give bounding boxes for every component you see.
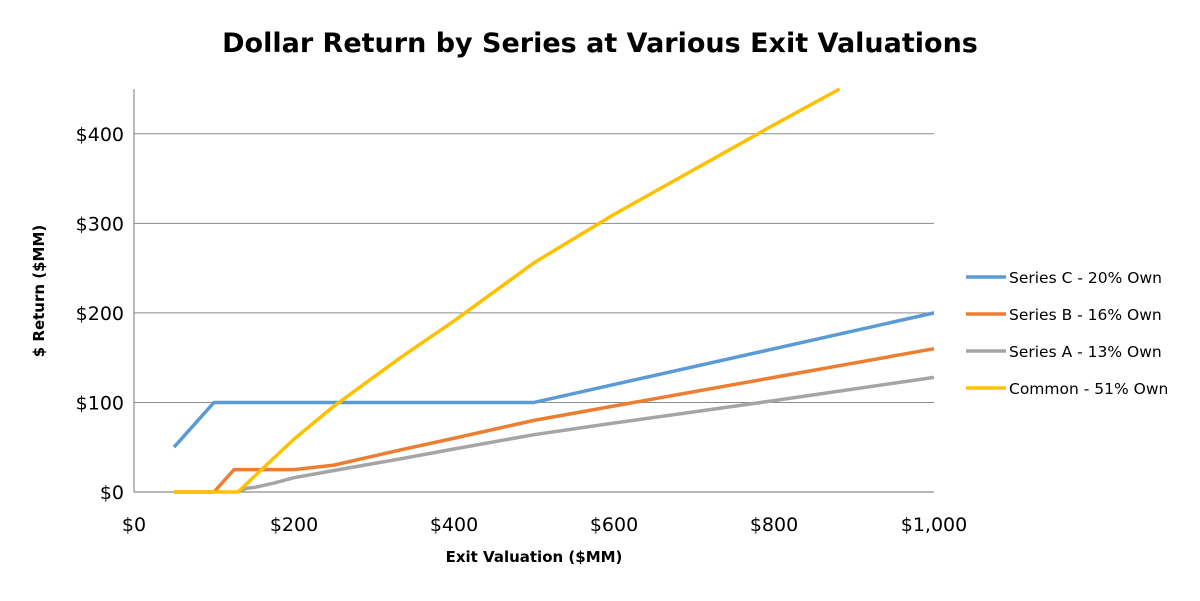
y-tick-label: $0 xyxy=(100,482,124,504)
x-tick-label: $200 xyxy=(270,514,318,536)
y-tick-label: $100 xyxy=(76,392,124,414)
legend-label: Series A - 13% Own xyxy=(1009,343,1162,361)
x-tick-label: $0 xyxy=(122,514,146,536)
series-line xyxy=(174,346,935,494)
tick-labels: $0 $100 $200 $300 $400 $0 $200 $400 $600 $800 $1,0… xyxy=(76,124,968,536)
legend-label: Common - 51% Own xyxy=(1009,380,1168,398)
axes xyxy=(133,89,934,493)
series-lines xyxy=(172,87,935,494)
y-axis-label: $ Return ($MM) xyxy=(30,225,48,358)
gridlines xyxy=(134,133,934,403)
y-tick-label: $300 xyxy=(76,213,124,235)
x-tick-label: $800 xyxy=(750,514,798,536)
series-line xyxy=(174,87,841,494)
chart-title: Dollar Return by Series at Various Exit … xyxy=(222,28,978,59)
x-tick-label: $1,000 xyxy=(901,514,967,536)
y-tick-label: $400 xyxy=(76,124,124,146)
x-axis-label: Exit Valuation ($MM) xyxy=(446,548,623,566)
y-tick-label: $200 xyxy=(76,303,124,325)
legend-label: Series C - 20% Own xyxy=(1009,269,1162,287)
legend: Series C - 20% Own Series B - 16% Own Seri… xyxy=(966,269,1168,398)
series-line xyxy=(172,311,935,449)
x-tick-label: $600 xyxy=(590,514,638,536)
x-tick-label: $400 xyxy=(430,514,478,536)
series-line xyxy=(237,375,935,494)
legend-label: Series B - 16% Own xyxy=(1009,306,1162,324)
